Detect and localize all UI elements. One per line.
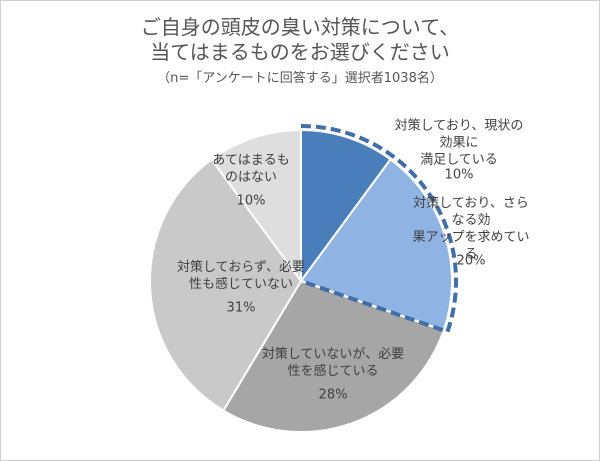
pie-slice	[299, 158, 453, 332]
pie-slice	[149, 158, 303, 412]
slice-label: 対策していないが、必要 性を感じている	[261, 347, 405, 379]
slice-label: 対策しており、さらなる効 果アップを求めている	[412, 196, 530, 262]
chart-title: ご自身の頭皮の臭い対策について、 当てはまるものをお選びください	[140, 15, 460, 64]
value-label: 10%	[236, 193, 266, 209]
slice-label: あてはまるも のはない	[212, 153, 290, 185]
pie-slice	[210, 128, 302, 285]
pie-slice	[300, 128, 392, 285]
slice-label: 対策しており、現状の効果に 満足している	[394, 118, 524, 168]
value-label: 10%	[444, 167, 474, 183]
highlight-outline	[300, 124, 458, 335]
slice-label: 対策しておらず、必要 性も感じていない	[176, 260, 306, 292]
value-label: 28%	[318, 387, 348, 403]
chart-subtitle: （n=「アンケートに回答する」選択者1038名）	[157, 71, 443, 86]
value-label: 20%	[456, 253, 486, 269]
value-label: 31%	[226, 300, 256, 316]
